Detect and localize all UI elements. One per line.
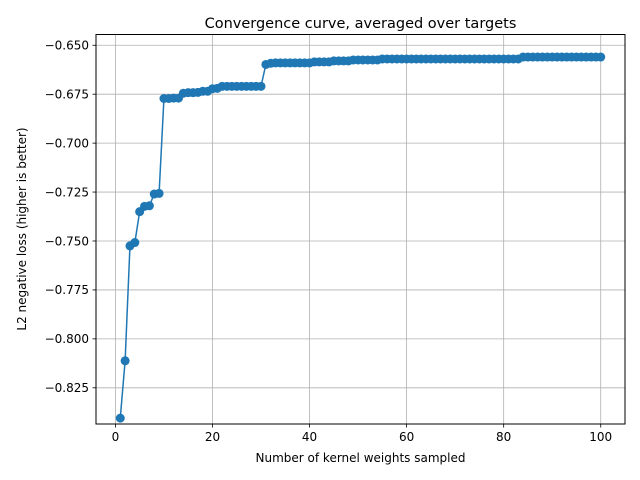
chart-title: Convergence curve, averaged over targets: [205, 16, 517, 32]
x-axis-label: Number of kernel weights sampled: [256, 451, 466, 465]
y-tick-label: −0.775: [45, 283, 89, 297]
x-tick-label: 100: [589, 430, 612, 444]
y-tick-label: −0.725: [45, 185, 89, 199]
y-tick-label: −0.800: [45, 332, 89, 346]
x-tick-label: 0: [112, 430, 120, 444]
y-tick-label: −0.750: [45, 234, 89, 248]
y-tick-label: −0.700: [45, 136, 89, 150]
x-tick-label: 60: [399, 430, 414, 444]
x-tick-label: 20: [205, 430, 220, 444]
data-point: [120, 356, 130, 366]
series-group: [115, 52, 606, 423]
y-tick-label: −0.675: [45, 87, 89, 101]
x-tick-label: 40: [302, 430, 317, 444]
data-point: [154, 188, 164, 198]
x-axis-ticks: 0 20 40 60 80 100: [112, 424, 612, 444]
data-point: [256, 81, 266, 91]
data-point: [115, 413, 125, 423]
data-point: [130, 238, 140, 248]
y-tick-label: −0.650: [45, 39, 89, 53]
y-axis-label: L2 negative loss (higher is better): [15, 127, 29, 330]
data-point: [144, 201, 154, 211]
y-tick-label: −0.825: [45, 381, 89, 395]
y-axis-ticks: −0.825 −0.800 −0.775 −0.750 −0.725 −0.700 −0.6…: [45, 39, 96, 395]
x-tick-label: 80: [496, 430, 511, 444]
plot-frame: [95, 34, 626, 425]
grid-lines: [96, 34, 625, 424]
data-point: [596, 52, 606, 62]
